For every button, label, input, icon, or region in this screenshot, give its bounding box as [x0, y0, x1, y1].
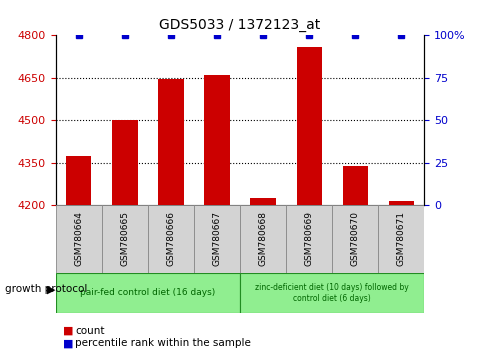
Bar: [378, 205, 424, 273]
Text: count: count: [75, 326, 105, 336]
Text: growth protocol: growth protocol: [5, 284, 87, 295]
Text: ■: ■: [63, 326, 74, 336]
Text: percentile rank within the sample: percentile rank within the sample: [75, 338, 251, 348]
Text: GSM780668: GSM780668: [258, 211, 267, 267]
Bar: [332, 205, 378, 273]
Bar: [66, 156, 91, 205]
Bar: [388, 201, 413, 205]
Bar: [148, 205, 194, 273]
Text: GSM780664: GSM780664: [74, 211, 83, 267]
Bar: [296, 47, 321, 205]
Text: GSM780671: GSM780671: [396, 211, 405, 267]
Text: GSM780665: GSM780665: [120, 211, 129, 267]
Bar: [194, 205, 240, 273]
Text: zinc-deficient diet (10 days) followed by
control diet (6 days): zinc-deficient diet (10 days) followed b…: [255, 283, 408, 303]
Bar: [112, 120, 137, 205]
Bar: [56, 205, 102, 273]
Text: GSM780666: GSM780666: [166, 211, 175, 267]
Bar: [240, 205, 286, 273]
Text: ■: ■: [63, 338, 74, 348]
Bar: [102, 205, 148, 273]
Title: GDS5033 / 1372123_at: GDS5033 / 1372123_at: [159, 18, 320, 32]
Text: GSM780667: GSM780667: [212, 211, 221, 267]
Bar: [342, 166, 367, 205]
Text: GSM780670: GSM780670: [350, 211, 359, 267]
Bar: [250, 198, 275, 205]
Bar: [56, 273, 240, 313]
Bar: [158, 79, 183, 205]
Text: ▶: ▶: [46, 284, 55, 295]
Bar: [204, 75, 229, 205]
Text: pair-fed control diet (16 days): pair-fed control diet (16 days): [80, 289, 215, 297]
Bar: [286, 205, 332, 273]
Text: GSM780669: GSM780669: [304, 211, 313, 267]
Bar: [240, 273, 424, 313]
